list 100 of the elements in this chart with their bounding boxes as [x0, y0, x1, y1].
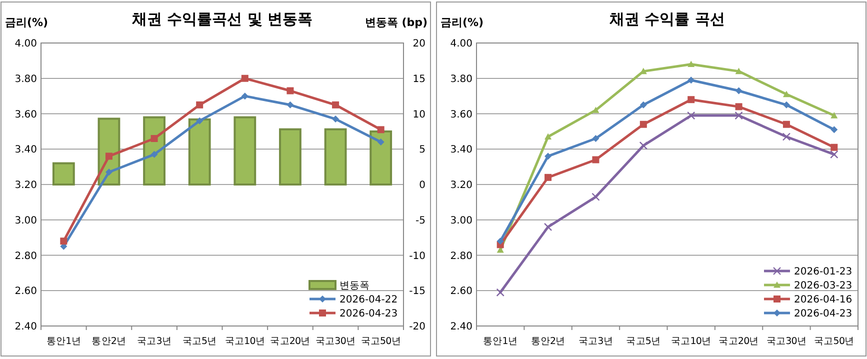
point: [286, 101, 294, 108]
y2-tick-label: 0: [419, 180, 426, 191]
point: [688, 60, 695, 68]
bar: [188, 118, 211, 186]
legend-label: 2026-04-23: [794, 308, 852, 320]
point: [735, 68, 742, 74]
point: [830, 112, 838, 118]
point: [544, 133, 552, 140]
y2-tick-label: 20: [412, 38, 426, 50]
x-tick-label: 국고3년: [137, 336, 172, 347]
point: [782, 101, 790, 108]
bar: [324, 128, 347, 186]
point: [830, 144, 838, 151]
point: [735, 103, 742, 110]
x-tick-label: 국고50년: [360, 336, 401, 347]
x-tick-label: 국고10년: [224, 336, 265, 347]
y-axis-title: 금리(%): [440, 16, 484, 29]
y-tick-label: 3.80: [14, 74, 37, 85]
bar: [52, 162, 75, 186]
y-tick-label: 4.00: [14, 38, 37, 50]
point: [686, 111, 696, 120]
point: [241, 92, 248, 100]
y-tick-label: 3.40: [14, 144, 37, 156]
point: [196, 117, 204, 124]
y-tick-label: 2.80: [14, 250, 37, 262]
point: [640, 101, 647, 108]
legend-label: 2026-01-23: [794, 266, 852, 278]
y2-tick-label: -15: [409, 286, 426, 298]
y-tick-label: 3.60: [14, 109, 37, 120]
point: [105, 152, 112, 160]
point: [688, 76, 695, 84]
point: [544, 174, 552, 181]
y-tick-label: 2.60: [450, 286, 472, 298]
point: [782, 90, 790, 98]
point: [196, 101, 204, 108]
legend-label: 2026-04-16: [794, 294, 852, 306]
y-axis-title: 금리(%): [5, 16, 48, 29]
point: [241, 74, 248, 82]
point: [150, 150, 158, 158]
point: [544, 152, 552, 160]
bar: [234, 116, 256, 186]
y-tick-label: 2.60: [14, 286, 37, 298]
point: [592, 135, 600, 142]
x-tick-label: 국고5년: [626, 336, 661, 347]
point: [332, 116, 340, 123]
y2-axis-title: 변동폭 (bp): [364, 16, 428, 29]
x-tick-label: 통안1년: [483, 336, 518, 347]
legend-label: 변동폭: [340, 280, 370, 292]
x-tick-label: 통안2년: [92, 336, 126, 347]
point: [496, 238, 504, 245]
y-tick-label: 3.00: [450, 215, 472, 226]
point: [639, 141, 648, 150]
point: [592, 106, 600, 114]
point: [735, 87, 742, 94]
x-tick-label: 국고50년: [814, 336, 854, 347]
point: [640, 120, 647, 128]
point: [496, 288, 504, 296]
point: [592, 192, 600, 201]
x-tick-label: 국고30년: [766, 336, 807, 347]
y-tick-label: 4.00: [450, 38, 472, 50]
y-tick-label: 2.40: [450, 322, 472, 332]
point: [60, 238, 68, 245]
y2-tick-label: 10: [412, 109, 426, 120]
y-tick-label: 3.60: [450, 109, 472, 120]
point: [286, 87, 294, 94]
x-tick-label: 국고30년: [315, 336, 356, 347]
point: [782, 132, 791, 141]
chart-title: 채권 수익률곡선 및 변동폭: [130, 10, 313, 28]
y-tick-label: 3.40: [450, 144, 472, 156]
point: [105, 168, 112, 176]
y2-tick-label: -10: [409, 250, 426, 262]
y-tick-label: 2.40: [14, 322, 37, 332]
point: [544, 222, 552, 232]
y2-tick-label: -20: [409, 322, 426, 332]
point: [592, 156, 600, 164]
legend-label: 2026-04-22: [340, 294, 398, 306]
point: [377, 126, 384, 134]
bar: [279, 128, 302, 186]
y-tick-label: 2.80: [450, 250, 472, 262]
point: [830, 126, 838, 134]
x-tick-label: 국고5년: [182, 336, 217, 347]
y2-tick-label: -5: [416, 215, 426, 226]
legend-label: 2026-04-23: [340, 308, 398, 320]
point: [734, 111, 743, 120]
point: [150, 135, 158, 142]
legend-label: 2026-03-23: [794, 280, 852, 292]
x-tick-label: 국고20년: [718, 336, 759, 347]
point: [332, 101, 340, 108]
x-tick-label: 국고20년: [270, 336, 310, 347]
point: [782, 120, 790, 128]
bar: [370, 130, 392, 186]
x-tick-label: 통안1년: [46, 336, 81, 347]
y-tick-label: 3.20: [14, 180, 37, 191]
y2-tick-label: 15: [412, 74, 426, 85]
y2-tick-label: 5: [419, 144, 426, 156]
y-tick-label: 3.80: [450, 74, 472, 85]
x-tick-label: 국고10년: [671, 336, 712, 347]
y-tick-label: 3.20: [450, 180, 472, 191]
x-tick-label: 통안2년: [530, 336, 566, 347]
point: [688, 96, 695, 104]
